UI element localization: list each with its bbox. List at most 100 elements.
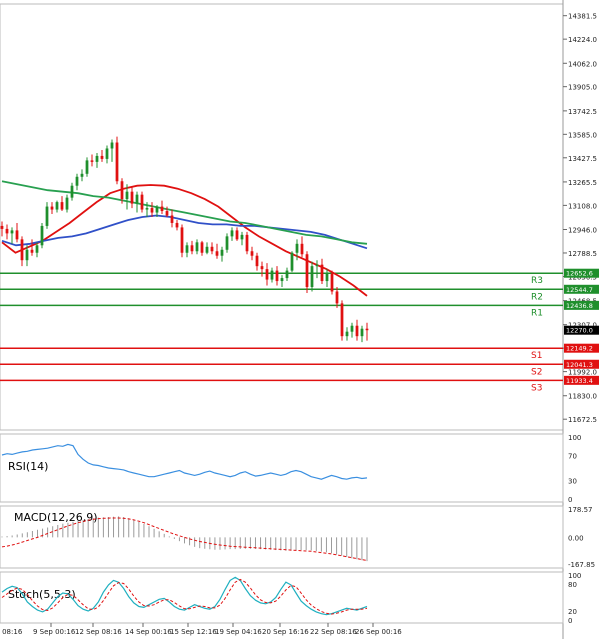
rsi-pane xyxy=(0,433,564,503)
candle-body xyxy=(60,202,64,210)
candle-body xyxy=(0,225,4,229)
level-price-label: 12041.3 xyxy=(566,361,593,369)
time-tick-label: 14 Sep 00:16 xyxy=(125,628,172,636)
macd-indicator: MACD(12,26,9) 178.57 0.00 -167.85 xyxy=(1,506,595,569)
level-name-s3: S3 xyxy=(531,383,542,393)
candle-body xyxy=(110,142,114,149)
stoch-label: Stoch(5,5,3) xyxy=(8,588,76,601)
candle-body xyxy=(190,245,194,252)
level-price-box xyxy=(564,343,599,353)
level-name-r3: R3 xyxy=(531,276,543,286)
time-tick-label: 12 Sep 08:16 xyxy=(75,628,122,636)
level-price-box xyxy=(564,268,599,278)
macd-pane xyxy=(0,505,564,569)
level-price-label: 11933.4 xyxy=(566,377,593,385)
candle-body xyxy=(115,142,119,182)
candle-body xyxy=(75,176,79,186)
candle-body xyxy=(230,230,234,237)
price-tick-label: 13742.5 xyxy=(568,108,597,116)
stoch-d-line xyxy=(1,578,368,615)
macd-tick-label: 0.00 xyxy=(568,534,584,542)
candle-body xyxy=(175,222,179,228)
candle-body xyxy=(150,208,154,213)
candle-body xyxy=(155,206,159,213)
candle-body xyxy=(270,270,274,280)
stoch-tick-label: 20 xyxy=(568,608,577,616)
time-tick-label: 26 Sep 00:16 xyxy=(355,628,402,636)
macd-label: MACD(12,26,9) xyxy=(14,511,98,524)
candle-body xyxy=(340,303,344,337)
candle-body xyxy=(220,249,224,256)
moving-average-line xyxy=(1,180,368,245)
time-tick-label: 22 Sep 08:16 xyxy=(310,628,357,636)
rsi-indicator: RSI(14) 100 70 30 0 xyxy=(1,434,581,504)
candle-body xyxy=(80,173,84,177)
level-price-label: 12652.6 xyxy=(566,270,593,278)
candle-body xyxy=(245,234,249,252)
candle-body xyxy=(315,264,319,267)
time-tick-label: 19 Sep 04:16 xyxy=(215,628,262,636)
candle-body xyxy=(235,230,239,240)
time-tick-label: 6 Sep 08:16 xyxy=(0,628,23,636)
candle-body xyxy=(215,251,219,256)
candle-body xyxy=(265,269,269,280)
candle-body xyxy=(145,208,149,210)
rsi-line xyxy=(1,443,368,480)
candle-body xyxy=(15,230,19,240)
candle-body xyxy=(85,160,89,174)
candle-body xyxy=(320,264,324,282)
candle-body xyxy=(240,234,244,240)
candle-body xyxy=(275,270,279,282)
candle-body xyxy=(185,245,189,253)
candle-body xyxy=(335,291,339,304)
candle-body xyxy=(65,197,69,210)
rsi-label: RSI(14) xyxy=(8,460,48,473)
candle-body xyxy=(30,249,34,253)
candle-body xyxy=(90,160,94,162)
price-tick-label: 11992.0 xyxy=(568,369,597,377)
level-name-s1: S1 xyxy=(531,351,542,361)
candle-body xyxy=(40,225,44,246)
candle-body xyxy=(5,228,9,234)
candle-body xyxy=(310,266,314,288)
rsi-tick-label: 0 xyxy=(568,496,572,504)
candle-body xyxy=(250,251,254,256)
candle-body xyxy=(100,155,104,159)
candle-body xyxy=(305,254,309,288)
stoch-k-line xyxy=(1,576,368,616)
candle-body xyxy=(325,273,329,282)
level-name-s2: S2 xyxy=(531,367,542,377)
price-tick-label: 12946.0 xyxy=(568,227,597,235)
price-tick-label: 14062.0 xyxy=(568,60,597,68)
current-price-label: 12270.0 xyxy=(566,327,593,335)
price-tick-label: 13585.0 xyxy=(568,131,597,139)
level-price-box xyxy=(564,300,599,310)
stoch-pane-frame xyxy=(0,571,564,624)
rsi-tick-label: 70 xyxy=(568,453,577,461)
rsi-tick-label: 100 xyxy=(568,434,581,442)
price-tick-label: 11672.5 xyxy=(568,416,597,424)
level-name-r1: R1 xyxy=(531,308,543,318)
candle-body xyxy=(135,194,139,204)
candle-body xyxy=(210,246,214,252)
price-tick-label: 13905.0 xyxy=(568,84,597,92)
candle-body xyxy=(350,325,354,332)
price-tick-label: 12307.0 xyxy=(568,322,597,330)
stoch-pane xyxy=(0,571,564,624)
candle-body xyxy=(195,242,199,252)
macd-signal-line xyxy=(1,517,368,561)
candle-body xyxy=(355,325,359,337)
candle-body xyxy=(330,273,334,292)
level-price-box xyxy=(564,284,599,294)
level-price-label: 12544.7 xyxy=(566,286,593,294)
candle-body xyxy=(45,206,49,226)
candle-body xyxy=(10,230,14,234)
level-price-box xyxy=(564,359,599,369)
candle-body xyxy=(225,236,229,250)
candle-body xyxy=(120,181,124,200)
candle-body xyxy=(290,252,294,271)
candle-body xyxy=(35,245,39,253)
time-tick-label: 20 Sep 16:16 xyxy=(262,628,309,636)
candle-body xyxy=(180,227,184,253)
